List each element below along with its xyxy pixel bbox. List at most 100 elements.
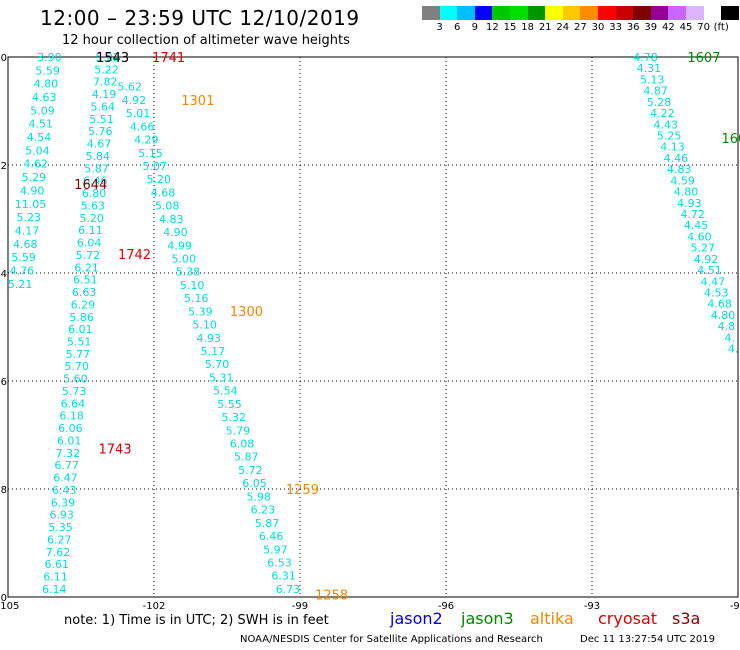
satellite-legend-cryosat: cryosat xyxy=(598,609,658,628)
wave-height-value: 5.72 xyxy=(76,249,101,262)
wave-height-value: 5.59 xyxy=(35,64,60,77)
wave-height-value: 4.59 xyxy=(670,174,695,187)
colorbar-swatch xyxy=(685,6,704,20)
colorbar-swatch xyxy=(439,6,458,20)
wave-height-value: 5.13 xyxy=(640,73,665,86)
colorbar-tick-label: (ft) xyxy=(713,22,729,33)
wave-height-value: 6.80 xyxy=(82,187,107,200)
wave-height-value: 5.09 xyxy=(30,104,55,117)
pass-time-label: 1742 xyxy=(118,248,151,263)
pass-time-label: 1301 xyxy=(181,94,214,109)
wave-height-value: 5.29 xyxy=(22,171,47,184)
wave-height-value: 6.04 xyxy=(77,237,102,250)
wave-height-value: 6.06 xyxy=(58,422,83,435)
wave-height-value: 4.87 xyxy=(643,85,668,98)
longitude-tick-label: -90 xyxy=(730,601,740,612)
colorbar-tick-label: 70 xyxy=(697,22,710,33)
wave-height-value: 4.83 xyxy=(667,163,692,176)
longitude-tick-label: -96 xyxy=(438,601,454,612)
colorbar-swatch xyxy=(545,6,563,20)
wave-height-value: 4.80 xyxy=(711,309,736,322)
wave-height-value: 4.17 xyxy=(15,224,40,237)
wave-height-value: 6.31 xyxy=(271,570,296,583)
wave-height-value: 5.60 xyxy=(63,373,88,386)
wave-height-value: 5.98 xyxy=(246,490,271,503)
satellite-legend-jason2: jason2 xyxy=(390,609,443,628)
colorbar-tick-label: 24 xyxy=(556,22,570,33)
wave-height-value: 5.08 xyxy=(155,200,180,213)
wave-height-value: 5.20 xyxy=(147,173,172,186)
wave-height-value: 5.73 xyxy=(62,385,87,398)
pass-time-label: 1259 xyxy=(286,483,319,498)
wave-height-value: 5.27 xyxy=(691,242,716,255)
wave-height-value: 6.11 xyxy=(43,571,68,584)
wave-height-value: 4.90 xyxy=(163,226,188,239)
wave-height-value: 4.99 xyxy=(167,239,192,252)
wave-height-value: 4.66 xyxy=(130,120,155,133)
wave-height-value: 4.92 xyxy=(122,94,147,107)
wave-height-value: 6.39 xyxy=(51,496,76,509)
wave-height-value: 4.63 xyxy=(32,91,57,104)
page-subtitle: 12 hour collection of altimeter wave hei… xyxy=(62,33,350,48)
wave-height-value: 5.20 xyxy=(79,212,104,225)
colorbar-tick-label: 9 xyxy=(471,22,478,33)
longitude-tick-label: -105 xyxy=(0,601,19,612)
colorbar-tick-labels: 3 6 9 12 15 18 21 24 27 30 33 36 39 42 45 70 (ft) xyxy=(422,22,740,34)
colorbar-swatch xyxy=(597,6,616,20)
colorbar-swatch xyxy=(509,6,528,20)
wave-height-value: 5.16 xyxy=(184,292,209,305)
wave-height-value: 5.07 xyxy=(142,160,167,173)
wave-height-value: 4.13 xyxy=(660,141,685,154)
wave-height-value: 5.01 xyxy=(126,107,151,120)
map-frame xyxy=(7,56,739,598)
wave-height-value: 6.51 xyxy=(73,274,98,287)
colorbar-tick-label: 18 xyxy=(521,22,534,33)
wave-height-value: 4.29 xyxy=(134,134,159,147)
pass-time-label: 1258 xyxy=(315,588,348,603)
wave-height-value: 5.25 xyxy=(657,130,682,143)
colorbar-tick-label: 12 xyxy=(486,22,499,33)
wave-height-value: 5.59 xyxy=(11,251,36,264)
colorbar-swatch xyxy=(562,6,581,20)
wave-height-value: 4.51 xyxy=(697,264,722,277)
wave-height-value: 5.04 xyxy=(25,144,50,157)
wave-height-value: 4.43 xyxy=(653,118,678,131)
wave-height-value: 4.93 xyxy=(677,197,702,210)
colorbar-tick-label: 6 xyxy=(454,22,461,33)
wave-height-value: 5.51 xyxy=(89,113,114,126)
latitude-tick-label: -24 xyxy=(0,269,7,280)
colorbar-swatch xyxy=(703,6,722,20)
wave-height-value: 6.63 xyxy=(72,286,97,299)
colorbar-swatch xyxy=(650,6,669,20)
wave-height-value: 5.84 xyxy=(86,150,111,163)
credit-line: NOAA/NESDIS Center for Satellite Applica… xyxy=(240,634,543,645)
colorbar-swatch xyxy=(492,6,510,20)
wave-height-value: 4.92 xyxy=(694,253,719,266)
wave-height-value: 5.22 xyxy=(96,51,121,64)
pass-time-label: 1607 xyxy=(687,51,720,66)
wave-height-value: 6.53 xyxy=(267,556,292,569)
wave-height-value: 4.22 xyxy=(650,107,675,120)
wave-height-value: 5.39 xyxy=(188,305,213,318)
wave-height-value: 7.32 xyxy=(56,447,81,460)
wave-height-value: 5.87 xyxy=(255,517,280,530)
wave-height-value: 4.31 xyxy=(637,62,662,75)
colorbar-tick-label: 15 xyxy=(503,22,517,33)
wave-height-value: 4.46 xyxy=(664,152,689,165)
wave-height-value: 6.23 xyxy=(251,504,276,517)
pass-time-label: 1743 xyxy=(99,443,132,458)
colorbar-swatch xyxy=(615,6,634,20)
colorbar-tick-label: 42 xyxy=(662,22,675,33)
wave-height-value: 5.23 xyxy=(17,211,42,224)
wave-height-value: 4. xyxy=(725,331,736,344)
latitude-tick-label: -20 xyxy=(0,53,7,64)
wave-height-value: 5.62 xyxy=(117,81,142,94)
wave-height-value: 6.05 xyxy=(242,477,267,490)
satellite-legend-jason3: jason3 xyxy=(461,609,514,628)
wave-height-value: 6.27 xyxy=(47,533,72,546)
wave-height-value: 5.51 xyxy=(67,336,92,349)
pass-time-label: 1644 xyxy=(74,178,107,193)
colorbar-tick-label: 21 xyxy=(538,22,552,33)
colorbar-tick-label: 33 xyxy=(609,22,622,33)
wave-height-value: 4.53 xyxy=(704,287,729,300)
